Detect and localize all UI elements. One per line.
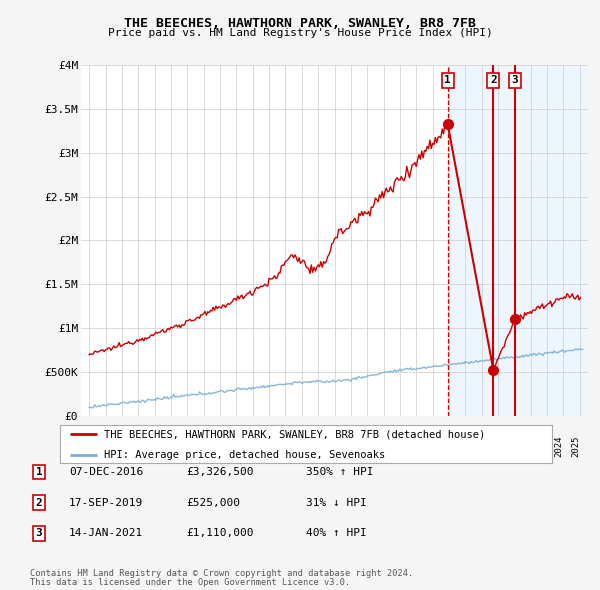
Text: 2001: 2001 xyxy=(178,435,187,457)
Text: 2021: 2021 xyxy=(505,435,514,457)
Text: 2: 2 xyxy=(35,498,43,507)
Text: £1,110,000: £1,110,000 xyxy=(186,529,254,538)
Text: £525,000: £525,000 xyxy=(186,498,240,507)
Text: HPI: Average price, detached house, Sevenoaks: HPI: Average price, detached house, Seve… xyxy=(104,450,386,460)
Text: 14-JAN-2021: 14-JAN-2021 xyxy=(69,529,143,538)
Text: 1999: 1999 xyxy=(146,435,155,457)
Text: £3,326,500: £3,326,500 xyxy=(186,467,254,477)
Text: 2020: 2020 xyxy=(489,435,498,457)
Text: 07-DEC-2016: 07-DEC-2016 xyxy=(69,467,143,477)
Text: 2007: 2007 xyxy=(277,435,286,457)
Text: 2003: 2003 xyxy=(211,435,220,457)
Text: 1: 1 xyxy=(35,467,43,477)
Text: 2008: 2008 xyxy=(293,435,302,457)
Text: THE BEECHES, HAWTHORN PARK, SWANLEY, BR8 7FB: THE BEECHES, HAWTHORN PARK, SWANLEY, BR8… xyxy=(124,17,476,30)
Text: 1998: 1998 xyxy=(129,435,138,457)
Text: 2017: 2017 xyxy=(440,435,449,457)
Text: 2006: 2006 xyxy=(260,435,269,457)
Text: 1997: 1997 xyxy=(113,435,122,457)
Text: 350% ↑ HPI: 350% ↑ HPI xyxy=(306,467,373,477)
Text: 2005: 2005 xyxy=(244,435,253,457)
Text: 3: 3 xyxy=(512,76,518,86)
Text: 2016: 2016 xyxy=(424,435,433,457)
Text: 2013: 2013 xyxy=(374,435,383,457)
Text: 2002: 2002 xyxy=(194,435,203,457)
Text: Contains HM Land Registry data © Crown copyright and database right 2024.: Contains HM Land Registry data © Crown c… xyxy=(30,569,413,578)
Text: 2018: 2018 xyxy=(457,435,466,457)
Text: 2025: 2025 xyxy=(571,435,580,457)
Text: 2000: 2000 xyxy=(162,435,171,457)
Text: 2024: 2024 xyxy=(554,435,563,457)
Text: THE BEECHES, HAWTHORN PARK, SWANLEY, BR8 7FB (detached house): THE BEECHES, HAWTHORN PARK, SWANLEY, BR8… xyxy=(104,430,485,440)
Text: 2012: 2012 xyxy=(358,435,367,457)
Text: 40% ↑ HPI: 40% ↑ HPI xyxy=(306,529,367,538)
Text: 2019: 2019 xyxy=(473,435,482,457)
Text: Price paid vs. HM Land Registry's House Price Index (HPI): Price paid vs. HM Land Registry's House … xyxy=(107,28,493,38)
Text: 2: 2 xyxy=(490,76,497,86)
Text: 2014: 2014 xyxy=(391,435,400,457)
Text: 1: 1 xyxy=(445,76,451,86)
Text: 17-SEP-2019: 17-SEP-2019 xyxy=(69,498,143,507)
Text: 2011: 2011 xyxy=(342,435,351,457)
Text: 2010: 2010 xyxy=(325,435,335,457)
Text: 2022: 2022 xyxy=(522,435,531,457)
Text: 2023: 2023 xyxy=(538,435,547,457)
Bar xyxy=(449,65,588,416)
Text: 31% ↓ HPI: 31% ↓ HPI xyxy=(306,498,367,507)
Text: 3: 3 xyxy=(35,529,43,538)
Text: 1996: 1996 xyxy=(97,435,106,457)
Text: 2009: 2009 xyxy=(309,435,318,457)
Text: 2015: 2015 xyxy=(407,435,416,457)
Text: 1995: 1995 xyxy=(80,435,89,457)
Text: This data is licensed under the Open Government Licence v3.0.: This data is licensed under the Open Gov… xyxy=(30,578,350,587)
Text: 2004: 2004 xyxy=(227,435,236,457)
